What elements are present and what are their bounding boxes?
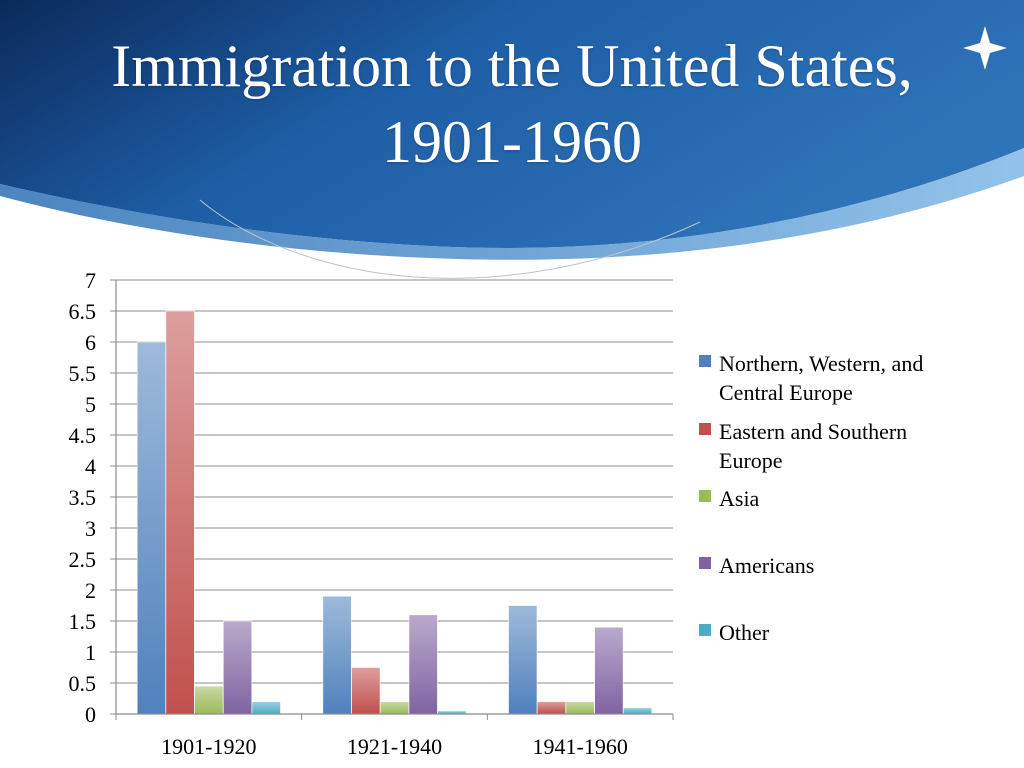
legend-swatch bbox=[699, 490, 711, 502]
legend-item: Asia bbox=[699, 486, 760, 511]
header-swoosh-line bbox=[199, 199, 701, 279]
bar-highlight bbox=[251, 701, 281, 714]
legend-label: Asia bbox=[719, 486, 760, 511]
header-background bbox=[0, 0, 1024, 249]
bar-highlight bbox=[322, 596, 352, 714]
x-tick-label: 1901-1920 bbox=[161, 734, 256, 759]
header-accent-band bbox=[0, 148, 1024, 260]
legend-label: Other bbox=[719, 620, 770, 645]
legend-item: Northern, Western, and Central Europe bbox=[699, 351, 923, 405]
legend-item: Americans bbox=[699, 553, 814, 578]
slide-header bbox=[0, 0, 1024, 279]
legend-label: Americans bbox=[719, 553, 814, 578]
y-tick-label: 3.5 bbox=[69, 485, 97, 510]
y-tick-label: 5.5 bbox=[69, 361, 97, 386]
y-tick-label: 7 bbox=[85, 268, 96, 293]
bar-highlight bbox=[594, 627, 624, 714]
y-tick-label: 6.5 bbox=[69, 299, 97, 324]
bar-highlight bbox=[351, 667, 381, 714]
y-tick-label: 6 bbox=[85, 330, 96, 355]
bar-highlight bbox=[565, 701, 595, 714]
legend-swatch bbox=[699, 557, 711, 569]
legend-label: Eastern and Southern Europe bbox=[719, 419, 907, 473]
bar-highlight bbox=[408, 614, 438, 714]
y-tick-label: 3 bbox=[85, 516, 96, 541]
x-tick-label: 1941-1960 bbox=[533, 734, 628, 759]
y-tick-label: 1.5 bbox=[69, 609, 97, 634]
legend-item: Eastern and Southern Europe bbox=[699, 419, 907, 473]
sparkle-icon bbox=[963, 26, 1007, 70]
y-tick-label: 0 bbox=[85, 702, 96, 727]
y-tick-label: 5 bbox=[85, 392, 96, 417]
legend-swatch bbox=[699, 624, 711, 636]
bar-highlight bbox=[137, 342, 166, 714]
bar-highlight bbox=[437, 710, 467, 714]
legend: Northern, Western, and Central Europe East… bbox=[699, 351, 923, 645]
y-tick-label: 4 bbox=[85, 454, 96, 479]
page-title: Immigration to the United States, 1901-1… bbox=[111, 33, 913, 175]
gridlines bbox=[116, 279, 673, 684]
bar-highlight bbox=[223, 621, 252, 714]
axes: 0 0.5 1 1.5 2 2.5 3 3.5 4 4.5 5 5.5 6 6.5 7 1901-1920 19… bbox=[69, 268, 674, 759]
bars bbox=[136, 310, 653, 715]
y-tick-label: 0.5 bbox=[69, 671, 97, 696]
y-tick-label: 4.5 bbox=[69, 423, 97, 448]
legend-swatch bbox=[699, 355, 711, 367]
legend-item: Other bbox=[699, 620, 770, 645]
y-tick-label: 2 bbox=[85, 578, 96, 603]
legend-swatch bbox=[699, 423, 711, 435]
bar-highlight bbox=[508, 605, 538, 714]
bar-highlight bbox=[537, 701, 566, 714]
y-tick-label: 2.5 bbox=[69, 547, 97, 572]
bar-highlight bbox=[194, 686, 224, 714]
bar-highlight bbox=[165, 311, 195, 714]
y-tick-label: 1 bbox=[85, 640, 96, 665]
bar-highlight bbox=[380, 701, 409, 714]
legend-label: Northern, Western, and Central Europe bbox=[719, 351, 923, 405]
x-tick-label: 1921-1940 bbox=[347, 734, 442, 759]
bar-highlight bbox=[623, 707, 652, 714]
